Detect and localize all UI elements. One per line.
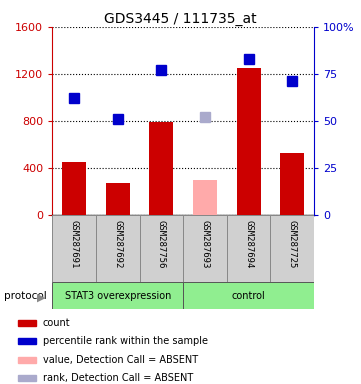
Text: control: control: [232, 291, 265, 301]
Bar: [18, 319, 36, 326]
Text: percentile rank within the sample: percentile rank within the sample: [43, 336, 208, 346]
Bar: [18, 375, 36, 381]
Text: count: count: [43, 318, 70, 328]
Bar: [52, 215, 96, 282]
Text: GSM287756: GSM287756: [157, 220, 166, 269]
Bar: [96, 215, 140, 282]
Text: protocol: protocol: [4, 291, 46, 301]
Text: GSM287725: GSM287725: [288, 220, 297, 269]
Bar: [52, 282, 183, 309]
Bar: [270, 215, 314, 282]
Bar: [183, 215, 227, 282]
Text: GSM287693: GSM287693: [200, 220, 209, 269]
Bar: [106, 183, 130, 215]
Text: STAT3 overexpression: STAT3 overexpression: [65, 291, 171, 301]
Bar: [280, 153, 304, 215]
Bar: [183, 282, 314, 309]
Text: GSM287691: GSM287691: [70, 220, 79, 269]
Text: GDS3445 / 111735_at: GDS3445 / 111735_at: [104, 12, 257, 25]
Text: GSM287694: GSM287694: [244, 220, 253, 269]
Bar: [237, 68, 261, 215]
Bar: [18, 356, 36, 362]
Bar: [149, 122, 173, 215]
Bar: [227, 215, 270, 282]
Bar: [62, 162, 86, 215]
Text: value, Detection Call = ABSENT: value, Detection Call = ABSENT: [43, 354, 198, 364]
Bar: [18, 338, 36, 344]
Bar: [193, 180, 217, 215]
Text: GSM287692: GSM287692: [113, 220, 122, 269]
Text: rank, Detection Call = ABSENT: rank, Detection Call = ABSENT: [43, 373, 193, 383]
Bar: [140, 215, 183, 282]
Text: ▶: ▶: [37, 292, 46, 302]
